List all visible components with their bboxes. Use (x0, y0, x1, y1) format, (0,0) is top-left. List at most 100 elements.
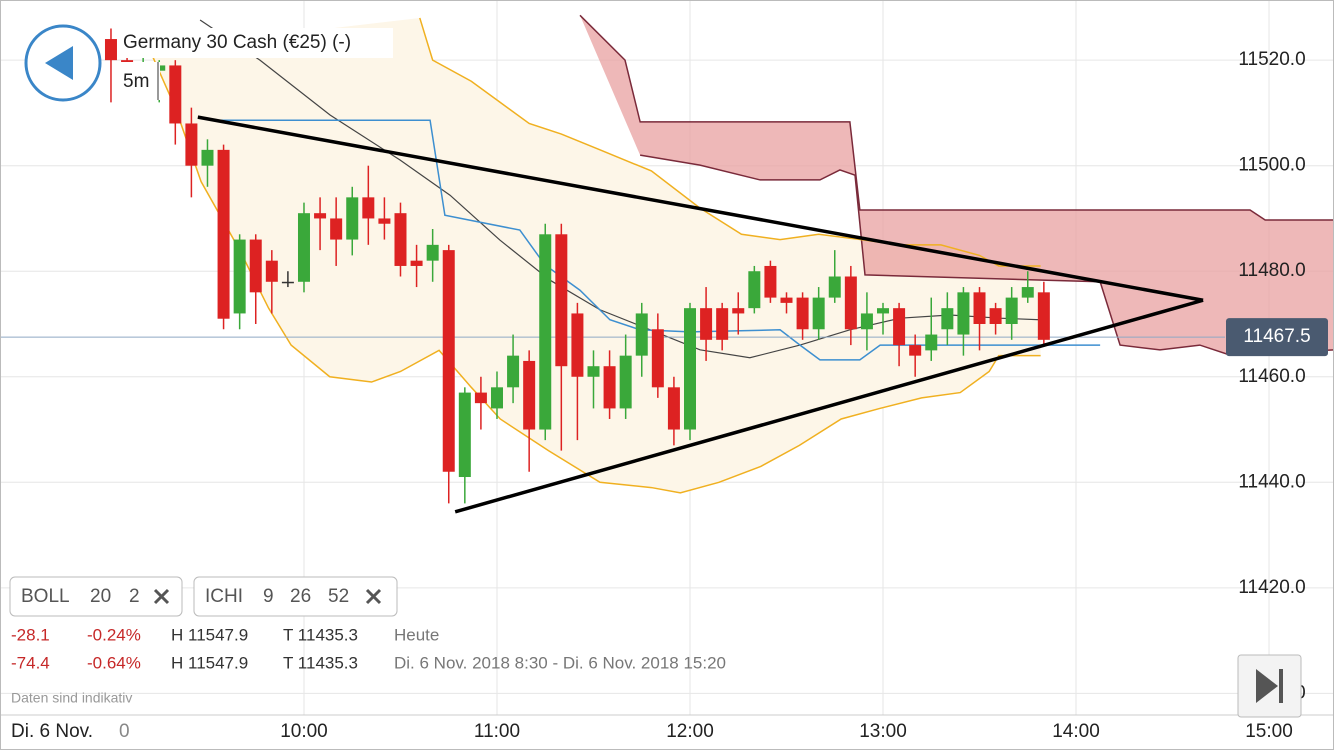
candle-body (925, 334, 938, 351)
y-tick-label: 11460.0 (1238, 366, 1305, 387)
chip-param: 26 (290, 586, 311, 607)
y-tick-label: 11420.0 (1238, 577, 1305, 598)
ichimoku-span-b (640, 154, 1334, 356)
chip-name: BOLL (21, 586, 70, 607)
candle-body (667, 387, 680, 430)
candle-body (941, 308, 954, 330)
stat-percent: -0.24% (87, 625, 141, 644)
stat-period: Heute (394, 625, 439, 644)
candle-body (700, 308, 713, 340)
indicator-chip[interactable]: BOLL 20 2 (9, 576, 183, 617)
candle-body (732, 308, 745, 314)
candle-body (909, 345, 922, 356)
candle-body (1021, 287, 1034, 298)
candle-body (877, 308, 890, 314)
trend-line (454, 298, 1204, 514)
candle-body (796, 297, 809, 330)
candle-body (249, 239, 262, 293)
interval[interactable]: 5m (123, 71, 149, 92)
bollinger-lower (148, 49, 1041, 494)
plot-area (0, 0, 1334, 715)
y-tick-label: 11520.0 (1238, 49, 1305, 70)
candle-body (957, 292, 970, 335)
x-tick-label: 10:00 (280, 721, 328, 742)
y-tick-label: 11500.0 (1238, 155, 1305, 176)
candle-body (989, 308, 1002, 324)
footer-note: Daten sind indikativ (11, 690, 132, 706)
axis-layer: 11400.011420.011440.011460.011480.011500… (280, 49, 1305, 742)
chip-param: 20 (90, 586, 111, 607)
candle-body (507, 355, 520, 388)
candle-body (362, 197, 375, 219)
trend-line (197, 115, 1204, 302)
last-price-label: 11467.5 (1243, 326, 1310, 347)
candle-body (378, 218, 391, 224)
candle-body (201, 149, 214, 166)
y-tick-label: 11440.0 (1238, 471, 1305, 492)
candle-body (860, 313, 873, 330)
candle-body (651, 329, 664, 388)
stat-change: -74.4 (11, 653, 50, 672)
candle-body (587, 366, 600, 377)
candle-body (330, 218, 343, 240)
instrument-title: Germany 30 Cash (€25) (-) (123, 32, 351, 53)
stat-low: T 11435.3 (283, 653, 358, 672)
candle-body (812, 297, 825, 330)
candle-body (104, 39, 117, 61)
indicator-chip[interactable]: ICHI 9 26 52 (193, 576, 398, 617)
candle-body (684, 308, 696, 430)
candle-body (1037, 292, 1050, 340)
candle-body (265, 260, 278, 282)
candle-body (297, 213, 310, 282)
candle-body (828, 276, 841, 298)
candle-body (716, 308, 729, 340)
bollinger-upper (419, 17, 1041, 267)
candle-body (748, 271, 761, 309)
chip-param: 9 (263, 586, 274, 607)
stat-high: H 11547.9 (171, 625, 248, 644)
chip-param: 2 (129, 586, 140, 607)
chip-param: 52 (328, 586, 349, 607)
candle-body (314, 213, 327, 219)
date-label: Di. 6 Nov. (11, 721, 93, 742)
interval-bg (118, 62, 160, 100)
scroll-end-button[interactable] (1237, 654, 1302, 718)
x-tick-label: 15:00 (1245, 721, 1293, 742)
candle-body (458, 392, 471, 478)
stat-low: T 11435.3 (283, 625, 358, 644)
candle-body (281, 281, 294, 284)
candle-body (539, 234, 552, 430)
candle-body (603, 366, 616, 409)
candle-body (764, 265, 777, 298)
ichimoku-cloud (579, 15, 1334, 356)
candle-body (490, 387, 503, 409)
x-label-fragment: 0 (119, 721, 130, 742)
y-tick-label: 11480.0 (1238, 260, 1305, 281)
candle-body (780, 297, 793, 303)
candle-body (217, 149, 230, 319)
candle-body (410, 260, 423, 266)
candle-body (426, 244, 439, 261)
chip-close[interactable] (153, 588, 170, 605)
candle-body (973, 292, 986, 324)
x-tick-label: 12:00 (666, 721, 714, 742)
overlay: 11467.5 (1226, 318, 1328, 357)
last-price-box (1226, 318, 1328, 357)
candle-body (185, 123, 198, 166)
x-tick-label: 14:00 (1052, 721, 1100, 742)
chip-name: ICHI (205, 586, 243, 607)
candle-body (474, 392, 487, 404)
candle-body (442, 250, 455, 472)
candle-body (169, 65, 182, 124)
ichimoku-span-a (579, 14, 1334, 221)
stat-high: H 11547.9 (171, 653, 248, 672)
candle-body (635, 313, 648, 356)
candle-body (394, 213, 407, 266)
bollinger-fill (149, 17, 1041, 493)
candle-body (233, 239, 246, 314)
candle-body (893, 308, 906, 346)
chip-close[interactable] (365, 588, 382, 605)
candle-body (844, 276, 857, 330)
